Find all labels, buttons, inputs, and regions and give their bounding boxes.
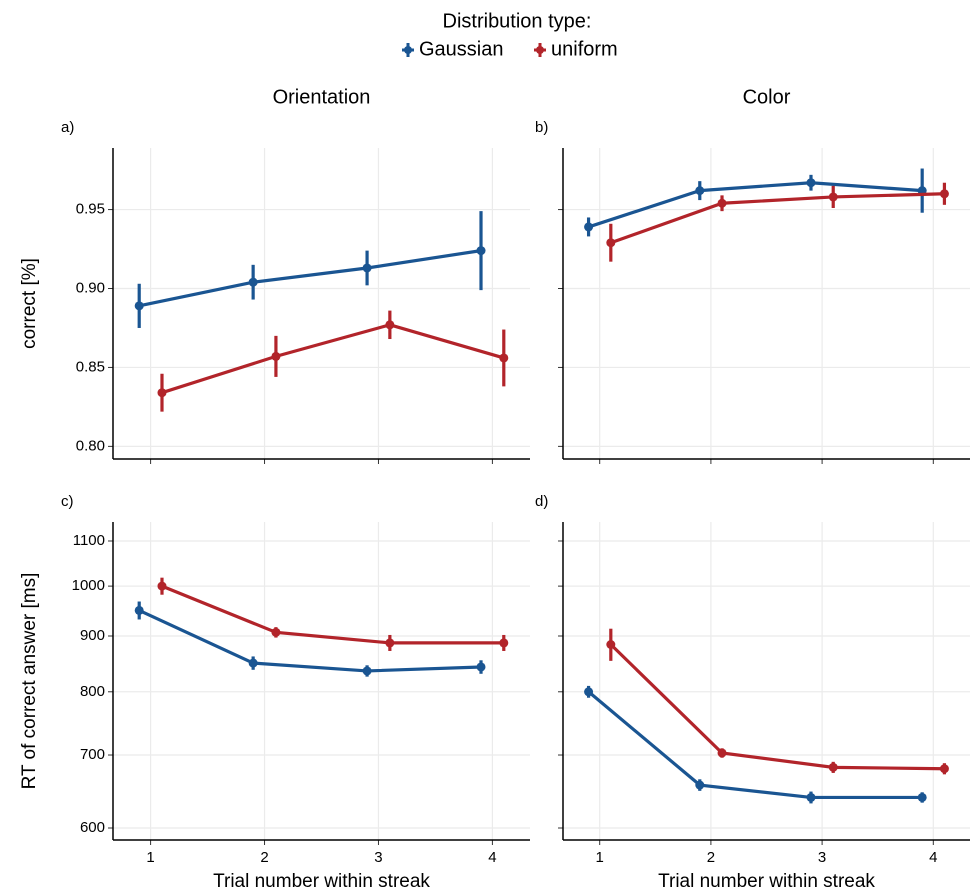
legend-label: Gaussian xyxy=(419,38,504,60)
point xyxy=(606,640,616,650)
point xyxy=(828,762,838,772)
point xyxy=(828,192,838,202)
point xyxy=(939,764,949,774)
point xyxy=(476,246,486,256)
legend-label: uniform xyxy=(551,38,618,60)
point xyxy=(134,605,144,615)
line xyxy=(138,249,482,308)
panel-label: b) xyxy=(535,119,548,136)
y-tick-label: 0.90 xyxy=(76,279,105,296)
line xyxy=(161,323,505,395)
point xyxy=(157,581,167,591)
point xyxy=(939,189,949,199)
legend-title: Distribution type: xyxy=(443,10,592,32)
point xyxy=(499,353,509,363)
x-tick-label: 3 xyxy=(374,849,382,866)
line xyxy=(138,608,482,673)
point xyxy=(476,662,486,672)
x-tick-label: 1 xyxy=(146,849,154,866)
point xyxy=(917,792,927,802)
panel-label: c) xyxy=(61,493,74,510)
y-tick-label: 900 xyxy=(80,627,105,644)
point xyxy=(806,178,816,188)
y-axis-label: RT of correct answer [ms] xyxy=(19,573,40,790)
x-axis-label: Trial number within streak xyxy=(213,871,430,892)
point xyxy=(606,238,616,248)
line xyxy=(588,181,923,229)
y-tick-label: 800 xyxy=(80,683,105,700)
point xyxy=(385,638,395,648)
point xyxy=(806,792,816,802)
x-axis-label: Trial number within streak xyxy=(658,871,875,892)
x-tick-label: 4 xyxy=(488,849,496,866)
panel-label: a) xyxy=(61,119,74,136)
column-title: Orientation xyxy=(273,86,371,108)
legend-symbol xyxy=(536,46,544,54)
legend-symbol xyxy=(404,46,412,54)
x-tick-label: 2 xyxy=(707,849,715,866)
point xyxy=(248,658,258,668)
line xyxy=(587,690,923,800)
panel-label: d) xyxy=(535,493,548,510)
y-tick-label: 0.80 xyxy=(76,437,105,454)
line xyxy=(161,584,504,645)
point xyxy=(717,198,727,208)
point xyxy=(271,351,281,361)
point xyxy=(499,638,509,648)
y-axis-label: correct [%] xyxy=(19,258,40,349)
x-tick-label: 3 xyxy=(818,849,826,866)
point xyxy=(134,301,144,311)
point xyxy=(584,687,594,697)
x-tick-label: 1 xyxy=(596,849,604,866)
point xyxy=(362,263,372,273)
y-tick-label: 1100 xyxy=(73,532,105,549)
line xyxy=(609,643,945,771)
point xyxy=(717,748,727,758)
point xyxy=(695,780,705,790)
point xyxy=(695,186,705,196)
y-tick-label: 1000 xyxy=(72,577,105,594)
column-title: Color xyxy=(743,86,791,108)
point xyxy=(157,388,167,398)
y-tick-label: 700 xyxy=(80,746,105,763)
y-tick-label: 0.85 xyxy=(76,358,105,375)
line xyxy=(610,192,945,245)
point xyxy=(362,666,372,676)
x-tick-label: 2 xyxy=(260,849,268,866)
point xyxy=(385,320,395,330)
y-tick-label: 600 xyxy=(80,819,105,836)
x-tick-label: 4 xyxy=(929,849,937,866)
point xyxy=(584,222,594,232)
y-tick-label: 0.95 xyxy=(76,201,105,218)
point xyxy=(271,627,281,637)
point xyxy=(248,277,258,287)
